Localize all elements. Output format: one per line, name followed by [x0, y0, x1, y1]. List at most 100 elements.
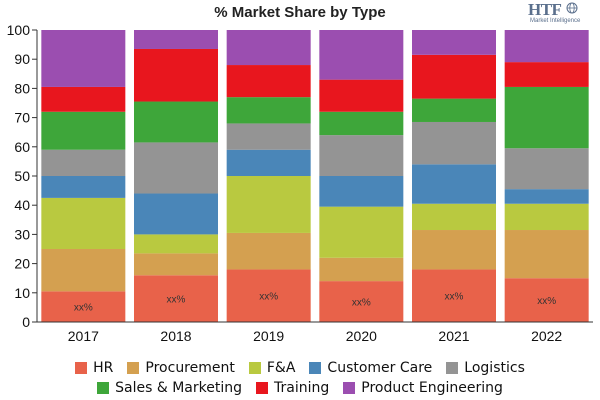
- x-tick-label: 2018: [160, 328, 191, 344]
- bar-segment-procurement-2022: [504, 230, 589, 279]
- y-tick-label: 60: [14, 139, 30, 155]
- bar-segment-customer-care-2018: [134, 193, 218, 235]
- bar-segment-procurement-2020: [319, 257, 404, 282]
- bar-segment-f-a-2018: [134, 234, 218, 254]
- bar-segment-training-2022: [504, 62, 589, 87]
- logo-wordmark: HTF: [528, 0, 562, 19]
- bar-segment-sales-marketing-2020: [319, 111, 404, 136]
- bar-inner-label: xx%: [445, 292, 464, 303]
- legend-item: Training: [256, 380, 329, 396]
- legend-row: HR Procurement F&A Customer Care Logistics: [0, 358, 600, 378]
- legend-swatch: [446, 362, 459, 374]
- bar-segment-product-engineering-2022: [504, 30, 589, 63]
- bar-inner-label: xx%: [537, 296, 556, 307]
- bar-segment-logistics-2017: [41, 149, 126, 176]
- legend-item: Procurement: [127, 360, 235, 376]
- y-tick-label: 90: [14, 51, 30, 67]
- chart-title: % Market Share by Type: [214, 4, 386, 21]
- bar-segment-logistics-2018: [134, 142, 218, 194]
- bar-segment-product-engineering-2017: [41, 30, 126, 87]
- x-tick-label: 2017: [68, 328, 99, 344]
- bar-segment-product-engineering-2021: [412, 30, 496, 55]
- bar-segment-hr-2017: [41, 291, 126, 322]
- htf-logo: HTF Market Intelligence: [528, 0, 598, 28]
- bar-segment-sales-marketing-2017: [41, 111, 126, 150]
- legend-label: Procurement: [145, 360, 235, 376]
- bar-segment-f-a-2020: [319, 206, 404, 258]
- axes-group: 2017 2018 2019 2020 2021 2022 0 10 20 30 40 50 60 70 8…: [7, 22, 593, 344]
- legend-swatch: [75, 362, 88, 374]
- bar-segment-training-2021: [412, 54, 496, 99]
- bars-group: xx% xx% xx% xx% xx% xx%: [41, 30, 589, 322]
- bar-inner-label: xx%: [167, 295, 186, 306]
- bar-segment-f-a-2021: [412, 203, 496, 231]
- legend-swatch: [248, 362, 261, 374]
- bar-segment-hr-2018: [134, 275, 218, 322]
- y-tick-label: 40: [14, 197, 30, 213]
- bar-segment-sales-marketing-2019: [226, 97, 311, 124]
- bar-segment-training-2019: [226, 65, 311, 98]
- bar-segment-hr-2022: [504, 278, 589, 322]
- y-tick-label: 10: [14, 285, 30, 301]
- x-tick-label: 2020: [346, 328, 377, 344]
- bar-segment-procurement-2021: [412, 230, 496, 270]
- legend-item: HR: [75, 360, 113, 376]
- bar-segment-training-2017: [41, 86, 126, 112]
- bar-segment-product-engineering-2020: [319, 30, 404, 80]
- bar-segment-sales-marketing-2022: [504, 86, 589, 149]
- bar-segment-procurement-2017: [41, 249, 126, 292]
- bar-segment-procurement-2019: [226, 232, 311, 270]
- y-tick-label: 80: [14, 80, 30, 96]
- y-tick-label: 20: [14, 256, 30, 272]
- legend-swatch: [309, 362, 322, 374]
- globe-icon: [566, 2, 578, 14]
- bar-inner-label: xx%: [259, 292, 278, 303]
- bar-segment-customer-care-2019: [226, 149, 311, 176]
- x-tick-label: 2019: [253, 328, 284, 344]
- bar-segment-customer-care-2020: [319, 176, 404, 207]
- bar-segment-sales-marketing-2018: [134, 101, 218, 143]
- logo-tagline: Market Intelligence: [530, 18, 581, 24]
- bar-inner-label: xx%: [74, 303, 93, 314]
- bar-segment-f-a-2022: [504, 203, 589, 231]
- y-tick-label: 70: [14, 110, 30, 126]
- legend-label: F&A: [266, 360, 296, 376]
- bar-segment-product-engineering-2019: [226, 30, 311, 66]
- y-tick-label: 100: [7, 22, 31, 38]
- y-tick-label: 50: [14, 168, 30, 184]
- legend-item: Logistics: [446, 360, 525, 376]
- legend-swatch: [343, 382, 356, 394]
- bar-segment-customer-care-2021: [412, 164, 496, 204]
- legend-row: Sales & Marketing Training Product Enginee…: [0, 378, 600, 398]
- y-tick-label: 0: [22, 314, 30, 330]
- legend-label: Logistics: [464, 360, 525, 376]
- y-tick-label: 30: [14, 226, 30, 242]
- bar-segment-product-engineering-2018: [134, 30, 218, 49]
- bar-segment-f-a-2017: [41, 197, 126, 249]
- x-tick-label: 2022: [531, 328, 562, 344]
- legend-item: Customer Care: [309, 360, 432, 376]
- bar-segment-training-2020: [319, 79, 404, 112]
- legend-label: Training: [274, 380, 330, 396]
- legend-swatch: [256, 382, 268, 394]
- bar-segment-hr-2019: [226, 269, 311, 322]
- legend-swatch: [97, 382, 110, 394]
- bar-segment-hr-2020: [319, 281, 404, 322]
- bar-segment-logistics-2020: [319, 135, 404, 176]
- legend: HR Procurement F&A Customer Care Logistics Sa…: [0, 358, 600, 398]
- bar-segment-logistics-2022: [504, 148, 589, 190]
- legend-swatch: [127, 362, 140, 374]
- bar-segment-logistics-2019: [226, 123, 311, 150]
- bar-segment-procurement-2018: [134, 253, 218, 276]
- bar-segment-customer-care-2022: [504, 189, 589, 204]
- legend-label: Customer Care: [327, 360, 433, 376]
- legend-item: Sales & Marketing: [97, 380, 242, 396]
- legend-item: F&A: [248, 360, 296, 376]
- bar-segment-f-a-2019: [226, 176, 311, 233]
- bar-segment-sales-marketing-2021: [412, 98, 496, 122]
- bar-inner-label: xx%: [352, 298, 371, 309]
- bar-segment-logistics-2021: [412, 121, 496, 165]
- legend-label: Sales & Marketing: [115, 380, 242, 396]
- x-tick-label: 2021: [438, 328, 469, 344]
